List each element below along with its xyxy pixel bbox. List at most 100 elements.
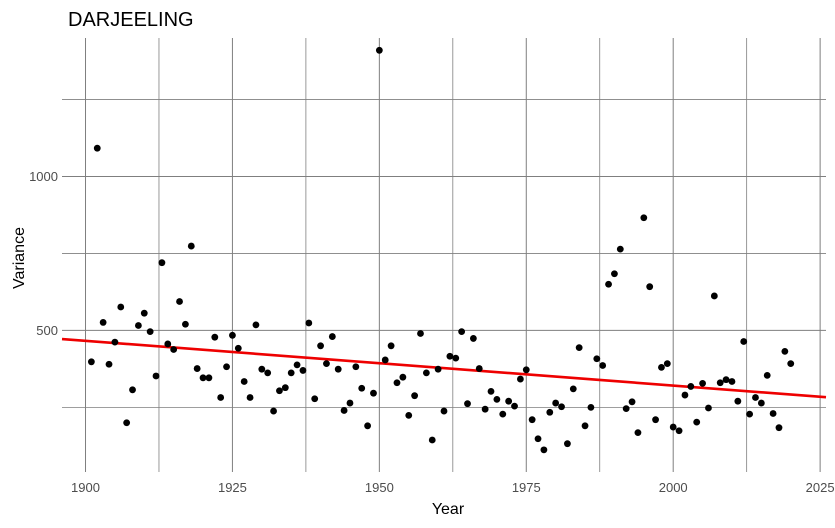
data-point — [129, 386, 136, 394]
data-point — [123, 419, 131, 427]
data-point — [605, 280, 612, 288]
data-point — [564, 440, 571, 448]
data-point — [317, 342, 324, 350]
data-point — [305, 319, 313, 327]
data-point — [346, 399, 354, 407]
data-point — [399, 373, 407, 381]
data-point — [276, 387, 283, 395]
data-point — [176, 298, 183, 305]
grid-layer — [62, 38, 826, 472]
data-point — [422, 369, 430, 377]
x-tick-label: 2025 — [806, 480, 835, 495]
data-point — [552, 399, 560, 407]
x-axis-title: Year — [432, 501, 465, 518]
data-point — [311, 395, 319, 403]
data-point — [170, 346, 178, 353]
data-point — [252, 321, 260, 329]
data-point — [111, 338, 119, 346]
data-point — [458, 328, 466, 336]
data-point — [658, 363, 665, 371]
data-point — [287, 369, 295, 377]
data-point — [370, 389, 377, 397]
data-point — [652, 416, 659, 424]
x-tick-label: 2000 — [659, 480, 688, 495]
data-point — [223, 363, 230, 371]
x-tick-label: 1900 — [71, 480, 100, 495]
data-point — [699, 379, 706, 387]
data-point — [481, 405, 489, 413]
data-point — [164, 340, 172, 348]
data-point — [681, 391, 689, 399]
data-point — [540, 446, 548, 454]
data-point — [593, 355, 601, 363]
data-point — [358, 384, 366, 392]
data-point — [405, 411, 413, 419]
data-point — [622, 405, 630, 412]
data-point — [93, 144, 101, 152]
data-point — [246, 394, 254, 401]
data-point — [646, 283, 654, 291]
data-point — [434, 365, 442, 373]
data-point — [340, 407, 348, 414]
data-point — [599, 362, 607, 369]
tick-labels: 1900 1925 1950 1975 2000 2025 500 1000 — [29, 169, 835, 495]
data-point — [135, 322, 142, 329]
data-point — [616, 245, 624, 253]
data-point — [87, 358, 95, 366]
data-point — [293, 361, 301, 369]
data-point — [193, 365, 201, 372]
data-point — [299, 367, 307, 374]
data-point — [387, 342, 395, 350]
data-point — [705, 404, 712, 412]
data-point — [411, 392, 419, 400]
data-point — [722, 376, 730, 384]
data-point — [270, 407, 277, 415]
data-point — [323, 360, 330, 368]
data-point — [469, 335, 477, 342]
data-point — [640, 214, 648, 222]
data-point — [534, 435, 542, 443]
trend-line — [61, 337, 827, 399]
data-point — [334, 365, 342, 373]
data-point — [775, 424, 783, 432]
data-point — [734, 397, 742, 405]
data-point — [663, 360, 671, 368]
data-point — [440, 407, 448, 415]
data-point — [182, 320, 189, 328]
y-tick-label: 1000 — [29, 169, 58, 184]
data-point — [99, 319, 107, 326]
data-point — [569, 385, 577, 393]
data-point — [781, 347, 789, 355]
data-point — [763, 371, 771, 379]
chart-title: DARJEELING — [68, 9, 194, 31]
data-point — [752, 394, 759, 401]
trend-layer — [61, 337, 827, 399]
data-point — [757, 399, 765, 407]
data-point — [446, 352, 454, 360]
data-point — [375, 46, 383, 54]
data-point — [546, 408, 554, 416]
data-point — [158, 259, 166, 267]
data-point — [487, 387, 495, 395]
data-point — [199, 374, 207, 382]
data-point — [511, 402, 518, 410]
data-point — [452, 354, 460, 362]
data-point — [258, 365, 266, 373]
data-point — [105, 360, 113, 368]
data-point — [669, 423, 677, 431]
data-point — [499, 410, 507, 418]
points-layer — [87, 46, 795, 454]
data-point — [587, 403, 595, 411]
data-point — [628, 398, 636, 406]
data-point — [517, 375, 524, 383]
y-tick-label: 500 — [36, 323, 58, 338]
data-point — [634, 429, 642, 437]
data-point — [464, 400, 471, 408]
data-point — [352, 363, 360, 371]
data-point — [716, 379, 724, 387]
data-point — [117, 303, 125, 311]
data-point — [393, 379, 401, 387]
data-point — [728, 378, 736, 385]
data-point — [493, 395, 501, 403]
